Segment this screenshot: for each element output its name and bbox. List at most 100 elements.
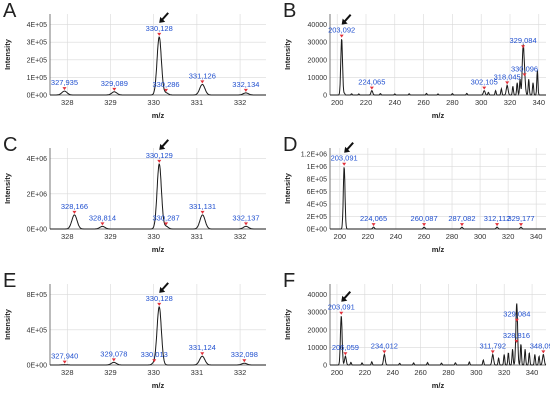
peak-marker — [490, 350, 495, 354]
y-tick-label: 0E+00 — [307, 227, 328, 234]
peak-label: 260,087 — [411, 214, 438, 223]
peak-label: 224,065 — [360, 214, 387, 223]
peak-label: 331,126 — [189, 71, 216, 80]
x-tick-label: 329 — [104, 232, 117, 241]
peak-label: 203,091 — [331, 154, 358, 163]
peak-label: 329,177 — [507, 214, 534, 223]
spectrum-chart-f: 0 10000 20000 30000 40000 200 220 240 260 280 300 3… — [283, 284, 550, 390]
x-axis-title: m/z — [432, 111, 445, 120]
peak-marker — [514, 318, 519, 322]
x-tick-label: 328 — [61, 232, 74, 241]
peak-label: 327,940 — [51, 352, 78, 361]
peak-label: 330,096 — [511, 64, 538, 73]
y-tick-label: 0 — [323, 93, 327, 100]
y-tick-label: 4E+05 — [27, 22, 48, 29]
arrow-head — [341, 295, 348, 302]
peak-marker — [342, 162, 347, 166]
x-tick-label: 300 — [470, 368, 483, 377]
spectrum-line — [50, 306, 266, 366]
panel-letter: B — [283, 0, 297, 22]
peak-label: 328,166 — [61, 202, 88, 211]
peak-marker — [371, 223, 376, 227]
x-tick-label: 260 — [418, 232, 431, 241]
peak-marker — [72, 210, 77, 214]
y-tick-label: 0E+00 — [27, 227, 48, 234]
peak-marker — [164, 222, 169, 226]
x-axis-title: m/z — [432, 381, 445, 390]
x-tick-label: 331 — [191, 232, 204, 241]
spectrum-chart-d: 0E+00 2E+05 4E+05 6E+05 8E+05 1E+06 1.2E+06 200… — [283, 142, 546, 254]
y-axis-title: Intensity — [283, 308, 292, 340]
panel-c: C 0E+00 2E+06 4E+06 328 329 330 331 332 m/z Inten… — [0, 134, 270, 262]
peak-marker — [157, 32, 162, 36]
peak-marker — [243, 222, 248, 226]
x-tick-label: 320 — [498, 368, 511, 377]
peak-marker — [200, 352, 205, 356]
arrow-icon — [159, 282, 169, 293]
peak-marker — [369, 86, 374, 90]
panel-a: A 0E+00 1E+05 2E+05 3E+05 4E+05 328 329 330 331 3… — [0, 0, 270, 128]
arrow-icon — [159, 12, 169, 23]
arrow-icon — [341, 13, 352, 25]
x-tick-label: 220 — [359, 368, 372, 377]
peak-marker — [242, 359, 247, 363]
y-tick-label: 40000 — [308, 292, 328, 299]
x-tick-label: 300 — [475, 98, 488, 107]
peak-label: 328,816 — [503, 331, 530, 340]
peak-marker — [541, 350, 546, 354]
x-tick-label: 332 — [234, 98, 247, 107]
peak-marker — [482, 86, 487, 90]
peak-marker — [514, 339, 519, 343]
peak-label: 331,124 — [189, 343, 216, 352]
peak-marker — [243, 88, 248, 92]
x-axis-title: m/z — [152, 245, 165, 254]
peak-label: 329,084 — [503, 310, 530, 319]
peak-label: 330,129 — [146, 151, 173, 160]
y-tick-label: 0E+00 — [27, 363, 48, 370]
y-tick-label: 2E+05 — [27, 57, 48, 64]
x-tick-label: 320 — [502, 232, 515, 241]
y-tick-label: 2E+05 — [307, 214, 328, 221]
panel-letter: C — [3, 134, 18, 156]
arrow-head — [341, 18, 348, 25]
arrow-head — [344, 146, 351, 153]
y-axis-title: Intensity — [283, 172, 292, 204]
y-tick-label: 8E+05 — [307, 177, 328, 184]
x-tick-label: 331 — [191, 368, 204, 377]
peak-label: 329,084 — [510, 36, 537, 45]
peak-marker — [152, 359, 157, 363]
x-tick-label: 200 — [334, 232, 347, 241]
peak-label: 330,286 — [152, 80, 179, 89]
y-tick-label: 1E+05 — [27, 75, 48, 82]
peak-label: 224,065 — [358, 78, 385, 87]
y-tick-label: 6E+05 — [307, 189, 328, 196]
x-tick-label: 200 — [331, 98, 344, 107]
peak-label: 329,078 — [100, 349, 127, 358]
x-tick-label: 240 — [389, 98, 402, 107]
x-tick-label: 340 — [530, 232, 543, 241]
peak-marker — [459, 223, 464, 227]
x-tick-label: 331 — [191, 98, 204, 107]
peak-marker — [112, 87, 117, 91]
y-tick-label: 10000 — [308, 75, 328, 82]
x-tick-label: 329 — [104, 98, 117, 107]
peak-marker — [382, 350, 387, 354]
peak-label: 332,098 — [231, 350, 258, 359]
peak-marker — [521, 45, 526, 49]
peak-label: 287,082 — [448, 214, 475, 223]
peak-label: 234,012 — [371, 341, 398, 350]
panel-b: B 0 10000 20000 30000 40000 200 220 240 260 280 30… — [280, 0, 550, 128]
spectrum-line — [50, 36, 266, 96]
peak-marker — [519, 223, 524, 227]
peak-marker — [422, 223, 427, 227]
arrow-head — [159, 16, 166, 23]
spectrum-line — [50, 163, 266, 230]
x-axis-title: m/z — [432, 245, 445, 254]
peak-marker — [495, 223, 500, 227]
spectrum-line — [330, 303, 547, 366]
peak-label: 330,013 — [141, 350, 168, 359]
x-tick-label: 220 — [360, 98, 373, 107]
x-tick-label: 329 — [104, 368, 117, 377]
peak-label: 203,092 — [328, 26, 355, 35]
peak-label: 203,091 — [328, 303, 355, 312]
